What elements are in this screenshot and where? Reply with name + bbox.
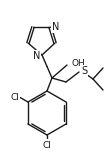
Text: N: N: [33, 51, 40, 61]
Text: Cl: Cl: [10, 93, 19, 102]
Text: N: N: [52, 21, 59, 32]
Text: S: S: [81, 66, 87, 76]
Text: Cl: Cl: [43, 140, 51, 149]
Text: OH: OH: [72, 59, 86, 69]
